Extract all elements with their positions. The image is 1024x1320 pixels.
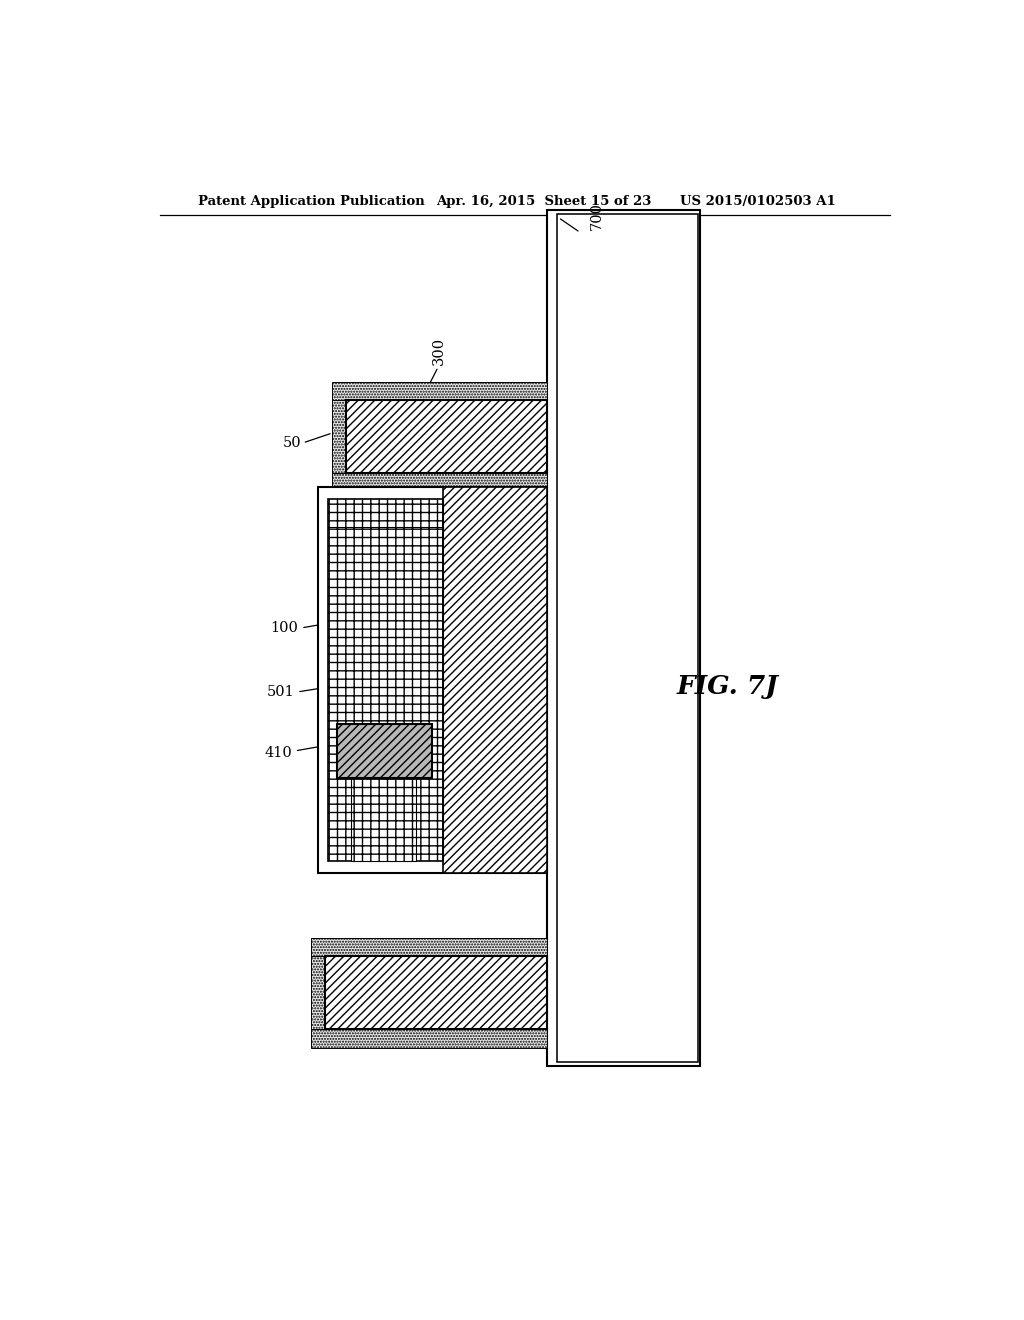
Bar <box>332 474 547 492</box>
Text: 501: 501 <box>267 685 295 700</box>
Text: FIG. 7J: FIG. 7J <box>676 675 778 700</box>
Bar <box>328 499 443 861</box>
Bar <box>557 214 697 1063</box>
Text: 50: 50 <box>283 436 301 450</box>
Bar <box>346 400 547 474</box>
Bar <box>325 956 547 1030</box>
Text: 100: 100 <box>270 620 299 635</box>
Text: 410: 410 <box>264 746 292 760</box>
Bar <box>318 487 547 873</box>
Bar <box>351 779 416 861</box>
Text: US 2015/0102503 A1: US 2015/0102503 A1 <box>680 194 836 207</box>
Text: Apr. 16, 2015  Sheet 15 of 23: Apr. 16, 2015 Sheet 15 of 23 <box>436 194 651 207</box>
Bar <box>443 487 547 873</box>
Bar <box>337 723 432 779</box>
Bar <box>310 939 547 956</box>
Bar <box>310 1030 547 1048</box>
Bar <box>332 381 547 400</box>
Bar <box>310 956 325 1030</box>
Text: 300: 300 <box>432 337 445 364</box>
Text: 700: 700 <box>590 202 604 230</box>
Bar <box>547 210 700 1067</box>
Text: Patent Application Publication: Patent Application Publication <box>198 194 425 207</box>
Bar <box>332 400 346 474</box>
